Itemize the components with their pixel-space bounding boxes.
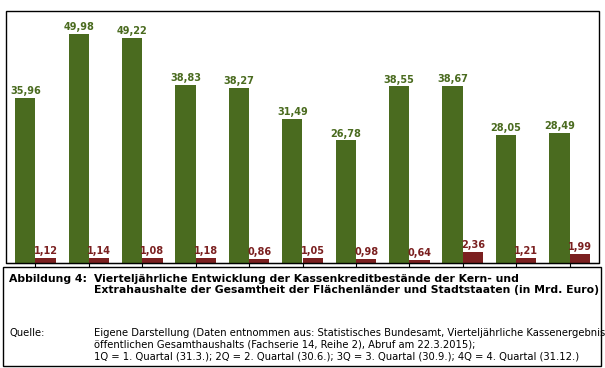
Bar <box>122 38 142 263</box>
Text: 28,05: 28,05 <box>491 123 522 133</box>
Bar <box>389 86 410 263</box>
Bar <box>302 258 323 263</box>
Text: 0,64: 0,64 <box>408 248 431 258</box>
Text: 1,12: 1,12 <box>33 246 57 256</box>
Bar <box>496 135 516 263</box>
Bar <box>15 98 36 263</box>
Bar <box>410 260 430 263</box>
Text: Quelle:: Quelle: <box>9 328 44 338</box>
Bar <box>356 259 376 263</box>
Text: 49,22: 49,22 <box>117 26 148 36</box>
Text: 28,49: 28,49 <box>544 121 575 131</box>
Text: 1,18: 1,18 <box>194 246 218 256</box>
Text: 0,86: 0,86 <box>247 247 271 257</box>
Text: 38,27: 38,27 <box>223 76 254 86</box>
Bar <box>569 254 590 263</box>
Bar <box>68 34 89 263</box>
Bar <box>516 258 537 263</box>
Text: 2,36: 2,36 <box>461 240 485 251</box>
Bar <box>336 140 356 263</box>
Text: Vierteljährliche Entwicklung der Kassenkreditbestände der Kern- und
Extrahaushal: Vierteljährliche Entwicklung der Kassenk… <box>94 274 599 295</box>
Text: 35,96: 35,96 <box>10 86 41 96</box>
Bar <box>89 258 109 263</box>
Bar <box>175 85 195 263</box>
Text: 1,14: 1,14 <box>87 246 111 256</box>
Text: 38,55: 38,55 <box>384 75 414 85</box>
Bar <box>229 88 249 263</box>
Text: 49,98: 49,98 <box>64 22 94 32</box>
Text: 1,99: 1,99 <box>567 242 592 252</box>
Bar <box>282 119 302 263</box>
Bar <box>463 252 483 263</box>
Text: Abbildung 4:: Abbildung 4: <box>9 274 87 284</box>
Bar <box>442 86 463 263</box>
Text: 38,83: 38,83 <box>170 73 201 83</box>
Bar <box>6 11 599 263</box>
Text: 1,21: 1,21 <box>514 246 538 256</box>
Bar <box>195 258 216 263</box>
Legend: Flächenländer, Stadtstaaten: Flächenländer, Stadtstaaten <box>189 310 416 333</box>
Text: 26,78: 26,78 <box>330 128 361 138</box>
Text: 1,08: 1,08 <box>140 246 165 256</box>
Bar <box>549 132 569 263</box>
Bar <box>142 258 163 263</box>
Text: 38,67: 38,67 <box>437 74 468 84</box>
Text: 1,05: 1,05 <box>301 247 325 256</box>
Text: 31,49: 31,49 <box>277 107 308 117</box>
Text: Eigene Darstellung (Daten entnommen aus: Statistisches Bundesamt, Vierteljährlic: Eigene Darstellung (Daten entnommen aus:… <box>94 328 605 361</box>
Bar <box>36 258 56 263</box>
Text: 0,98: 0,98 <box>354 247 378 257</box>
Bar <box>249 259 269 263</box>
